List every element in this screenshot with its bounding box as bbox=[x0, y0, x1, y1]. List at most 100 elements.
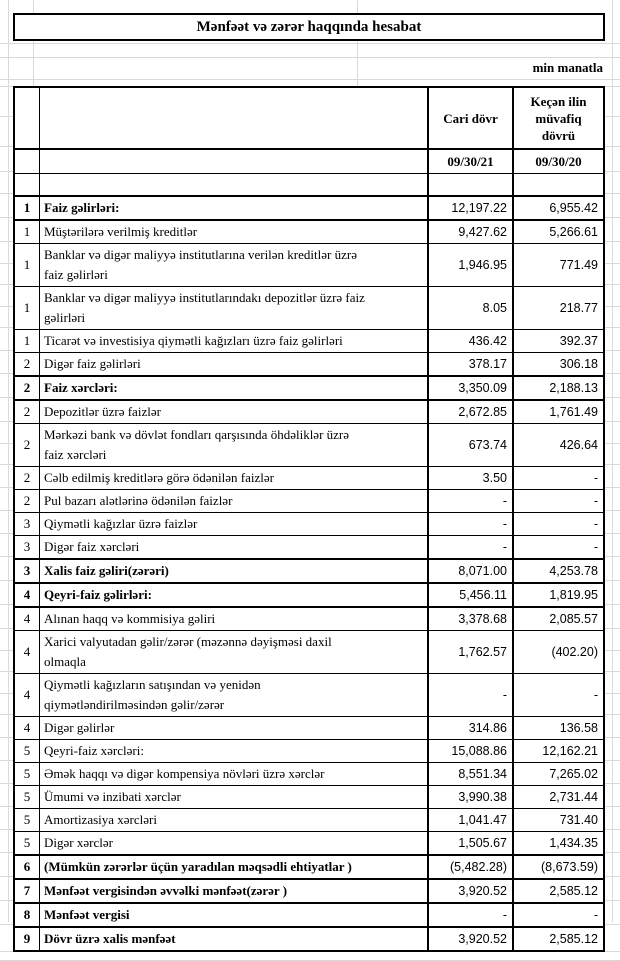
row-label-cell: Pul bazarı alətlərinə ödənilən faizlər bbox=[39, 490, 429, 512]
value-previous-cell: 2,585.12 bbox=[549, 932, 598, 946]
row-number-cell: 4 bbox=[23, 644, 31, 659]
table-row: 1 Müştərilərə verilmiş kreditlər 9,427.62 5… bbox=[15, 219, 603, 243]
value-current-cell: - bbox=[429, 674, 514, 716]
spreadsheet-gridline bbox=[0, 350, 13, 351]
value-previous-cell: 136.58 bbox=[559, 721, 598, 735]
row-label-cell: Digər faiz xərcləri bbox=[39, 536, 429, 558]
spreadsheet-gridline bbox=[0, 671, 13, 672]
spreadsheet-gridline bbox=[0, 241, 13, 242]
row-number-cell: 5 bbox=[23, 766, 31, 781]
table-spacer-row bbox=[15, 173, 603, 195]
row-label-cell: Banklar və digər maliyyə institutlarında… bbox=[39, 287, 429, 329]
spreadsheet-gridline bbox=[605, 900, 620, 901]
spreadsheet-gridline bbox=[0, 171, 13, 172]
value-current-cell: 1,041.47 bbox=[429, 809, 514, 831]
row-label-cell: Amortizasiya xərcləri bbox=[39, 809, 429, 831]
spreadsheet-gridline bbox=[605, 806, 620, 807]
row-number-cell: 9 bbox=[23, 931, 31, 946]
spreadsheet-gridline bbox=[0, 924, 13, 925]
row-number-cell: 2 bbox=[23, 493, 31, 508]
value-previous-cell: - bbox=[593, 908, 598, 922]
value-previous-cell: 306.18 bbox=[559, 357, 598, 371]
current-period-date: 09/30/21 bbox=[429, 150, 514, 173]
spreadsheet-gridline bbox=[605, 852, 620, 853]
spreadsheet-gridline bbox=[0, 193, 13, 194]
row-number-cell: 5 bbox=[23, 812, 31, 827]
spreadsheet-gridline bbox=[605, 443, 620, 444]
value-previous-cell: 1,434.35 bbox=[549, 836, 598, 850]
row-label-cell: Banklar və digər maliyyə institutlarına … bbox=[39, 244, 429, 286]
table-row: 2 Mərkəzi bank və dövlət fondları qarşısı… bbox=[15, 423, 603, 466]
spreadsheet-gridline bbox=[605, 487, 620, 488]
value-current-cell: 314.86 bbox=[429, 717, 514, 739]
table-row: 1 Banklar və digər maliyyə institutlarına… bbox=[15, 243, 603, 286]
table-row: 1 Ticarət və investisiya qiymətli kağızla… bbox=[15, 329, 603, 352]
spreadsheet-gridline bbox=[605, 193, 620, 194]
spreadsheet-gridline bbox=[0, 760, 13, 761]
spreadsheet-gridline bbox=[0, 57, 620, 58]
row-label-cell: Alınan haqq və kommisiya gəliri bbox=[39, 608, 429, 630]
value-current-cell: 3,990.38 bbox=[429, 786, 514, 808]
value-previous-cell: (8,673.59) bbox=[541, 860, 598, 874]
spreadsheet-gridline bbox=[0, 628, 13, 629]
row-label-cell: Qiymətli kağızlar üzrə faizlər bbox=[39, 513, 429, 535]
spreadsheet-gridline bbox=[605, 464, 620, 465]
spreadsheet-gridline bbox=[605, 628, 620, 629]
row-label-cell: Faiz xərcləri: bbox=[39, 377, 429, 399]
table-row: 5 Amortizasiya xərcləri 1,041.47 731.40 bbox=[15, 808, 603, 831]
row-number-cell: 3 bbox=[23, 563, 31, 578]
spreadsheet-gridline bbox=[0, 443, 13, 444]
value-previous-cell: - bbox=[593, 688, 598, 702]
row-number-cell: 1 bbox=[23, 257, 31, 272]
row-number-cell: 4 bbox=[23, 720, 31, 735]
value-previous-cell: 2,085.57 bbox=[549, 612, 598, 626]
table-row: 8 Mənfəət vergisi - - bbox=[15, 902, 603, 926]
value-current-cell: 1,762.57 bbox=[429, 631, 514, 673]
spreadsheet-gridline bbox=[605, 306, 620, 307]
spreadsheet-gridline bbox=[605, 146, 620, 147]
row-label-cell: Müştərilərə verilmiş kreditlər bbox=[39, 221, 429, 243]
spreadsheet-gridline bbox=[0, 43, 620, 44]
spreadsheet-gridline bbox=[605, 951, 620, 952]
spreadsheet-gridline bbox=[0, 876, 13, 877]
value-current-cell: 3.50 bbox=[429, 467, 514, 489]
row-label-cell: Mənfəət vergisindən əvvəlki mənfəət(zərə… bbox=[39, 880, 429, 902]
spreadsheet-gridline bbox=[605, 284, 620, 285]
spreadsheet-gridline bbox=[605, 327, 620, 328]
value-previous-cell: 5,266.61 bbox=[549, 225, 598, 239]
value-current-cell: 5,456.11 bbox=[429, 584, 514, 606]
row-number-cell: 5 bbox=[23, 835, 31, 850]
header-current-period: Cari dövr bbox=[429, 88, 514, 148]
table-row: 5 Ümumi və inzibati xərclər 3,990.38 2,731.… bbox=[15, 785, 603, 808]
value-current-cell: (5,482.28) bbox=[429, 856, 514, 878]
spreadsheet-gridline bbox=[605, 671, 620, 672]
spreadsheet-gridline bbox=[605, 171, 620, 172]
row-number-cell: 5 bbox=[23, 789, 31, 804]
spreadsheet-gridline bbox=[605, 714, 620, 715]
spreadsheet-gridline bbox=[0, 783, 13, 784]
spreadsheet-gridline bbox=[605, 783, 620, 784]
value-current-cell: 673.74 bbox=[429, 424, 514, 466]
table-row: 5 Digər xərclər 1,505.67 1,434.35 bbox=[15, 831, 603, 854]
value-previous-cell: - bbox=[593, 540, 598, 554]
spreadsheet-gridline bbox=[605, 533, 620, 534]
row-number-cell: 2 bbox=[23, 356, 31, 371]
spreadsheet-gridline bbox=[605, 241, 620, 242]
table-row: 3 Qiymətli kağızlar üzrə faizlər - - bbox=[15, 512, 603, 535]
row-number-cell: 6 bbox=[23, 859, 31, 874]
spreadsheet-gridline bbox=[605, 86, 620, 87]
row-label-cell: Digər faiz gəlirləri bbox=[39, 353, 429, 375]
spreadsheet-gridline bbox=[0, 852, 13, 853]
value-current-cell: 12,197.22 bbox=[429, 197, 514, 219]
row-label-cell: (Mümkün zərərlər üçün yaradılan məqsədli… bbox=[39, 856, 429, 878]
row-label-cell: Dövr üzrə xalis mənfəət bbox=[39, 928, 429, 950]
table-row: 3 Xalis faiz gəliri(zərəri) 8,071.00 4,253.… bbox=[15, 558, 603, 582]
value-previous-cell: (402.20) bbox=[551, 645, 598, 659]
row-label-cell: Xarici valyutadan gəlir/zərər (məzənnə d… bbox=[39, 631, 429, 673]
row-number-cell: 4 bbox=[23, 611, 31, 626]
spreadsheet-gridline bbox=[0, 146, 13, 147]
row-label-cell: Digər gəlirlər bbox=[39, 717, 429, 739]
spreadsheet-gridline bbox=[0, 829, 13, 830]
spreadsheet-gridline bbox=[0, 806, 13, 807]
table-row: 4 Xarici valyutadan gəlir/zərər (məzənnə … bbox=[15, 630, 603, 673]
